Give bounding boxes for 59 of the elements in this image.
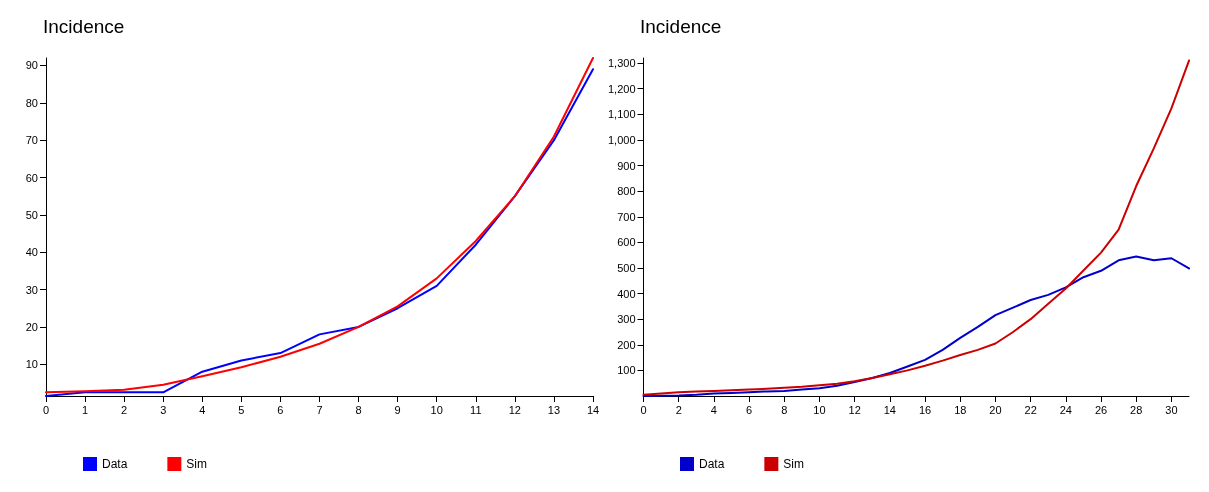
y-tick-label: 1,000 bbox=[608, 133, 636, 146]
y-tick-label: 10 bbox=[25, 358, 38, 371]
x-tick-label: 10 bbox=[813, 403, 826, 416]
x-tick-label: 16 bbox=[918, 403, 932, 416]
x-tick-label: 0 bbox=[640, 403, 647, 416]
x-tick-label: 2 bbox=[675, 403, 682, 416]
x-tick-label: 22 bbox=[1024, 403, 1037, 416]
x-tick-label: 11 bbox=[470, 403, 482, 416]
y-tick-label: 300 bbox=[617, 313, 636, 326]
x-tick-label: 14 bbox=[586, 403, 600, 416]
y-tick-label: 400 bbox=[617, 287, 636, 300]
y-tick-label: 60 bbox=[25, 171, 38, 184]
x-tick-label: 18 bbox=[954, 403, 967, 416]
x-tick-label: 30 bbox=[1165, 403, 1178, 416]
x-tick-label: 6 bbox=[277, 403, 284, 416]
y-tick-label: 600 bbox=[617, 236, 636, 249]
x-tick-label: 1 bbox=[82, 403, 89, 416]
y-tick-label: 800 bbox=[617, 185, 636, 198]
y-tick-label: 40 bbox=[25, 246, 38, 259]
y-tick-label: 70 bbox=[25, 134, 38, 147]
y-tick-label: 500 bbox=[617, 261, 636, 274]
legend-label: Sim bbox=[783, 457, 805, 471]
x-tick-label: 7 bbox=[316, 403, 323, 416]
x-tick-label: 5 bbox=[238, 403, 245, 416]
y-tick-label: 700 bbox=[617, 210, 636, 223]
y-tick-label: 90 bbox=[25, 59, 38, 72]
y-tick-label: 100 bbox=[617, 364, 636, 377]
x-tick-label: 0 bbox=[42, 403, 50, 416]
x-tick-label: 2 bbox=[121, 403, 128, 416]
y-tick-label: 20 bbox=[25, 320, 38, 333]
y-tick-label: 900 bbox=[617, 159, 636, 172]
y-tick-label: 1,200 bbox=[608, 82, 636, 95]
x-tick-label: 13 bbox=[547, 403, 561, 416]
legend-label: Data bbox=[102, 457, 128, 471]
y-tick-label: 200 bbox=[617, 338, 636, 351]
x-tick-label: 24 bbox=[1059, 403, 1072, 416]
x-tick-label: 4 bbox=[199, 403, 206, 416]
x-tick-label: 9 bbox=[394, 403, 401, 416]
x-tick-label: 6 bbox=[746, 403, 753, 416]
x-tick-label: 26 bbox=[1094, 403, 1108, 416]
y-tick-label: 1,100 bbox=[608, 108, 636, 121]
x-tick-label: 10 bbox=[430, 403, 443, 416]
legend-label: Data bbox=[699, 457, 725, 471]
chart-title: Incidence bbox=[43, 16, 125, 37]
y-tick-label: 1,300 bbox=[608, 57, 636, 70]
y-tick-label: 80 bbox=[25, 96, 38, 109]
x-tick-label: 14 bbox=[883, 403, 896, 416]
x-tick-label: 20 bbox=[989, 403, 1002, 416]
legend-label: Sim bbox=[186, 457, 208, 471]
x-tick-label: 8 bbox=[355, 403, 362, 416]
y-tick-label: 30 bbox=[25, 283, 38, 296]
chart-title: Incidence bbox=[640, 16, 722, 37]
x-tick-label: 4 bbox=[710, 403, 717, 416]
x-tick-label: 28 bbox=[1130, 403, 1143, 416]
x-tick-label: 12 bbox=[848, 403, 861, 416]
x-tick-label: 12 bbox=[508, 403, 521, 416]
y-tick-label: 50 bbox=[25, 208, 38, 221]
x-tick-label: 3 bbox=[160, 403, 167, 416]
x-tick-label: 8 bbox=[781, 403, 788, 416]
